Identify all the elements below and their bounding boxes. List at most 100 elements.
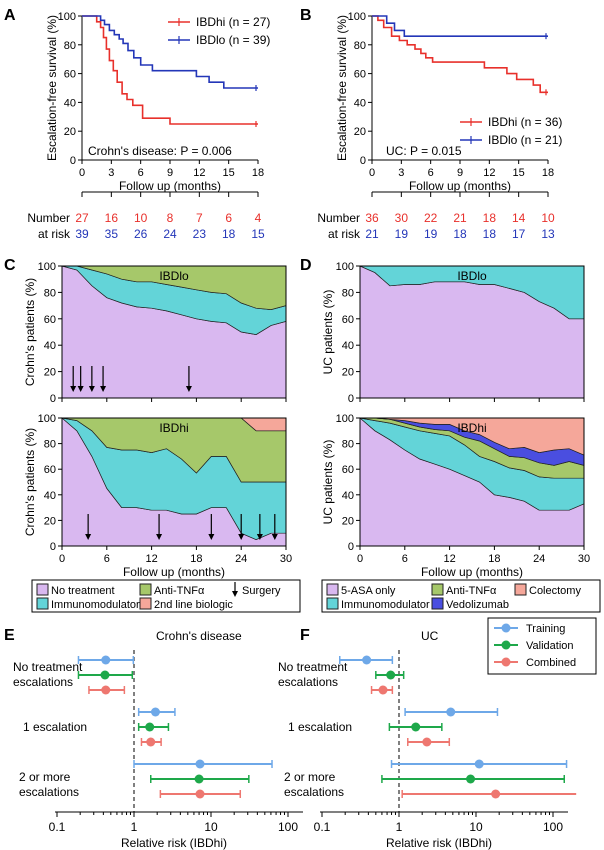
- area-D-ibdhi-y-tick-label: 80: [342, 439, 354, 451]
- area-D-ibdhi-x-tick-label: 0: [357, 553, 363, 565]
- area-C-ibdhi-y-tick-label: 40: [44, 490, 56, 502]
- forest-E-title: Crohn's disease: [156, 629, 242, 643]
- km-A-risk-ibdlo: 39: [75, 227, 89, 241]
- km-A-risk-ibdhi: 10: [134, 211, 148, 225]
- legend-C-swatch-immuno: [36, 597, 49, 610]
- forest-F-title: UC: [421, 629, 439, 643]
- km-A-risk-ibdhi: 4: [255, 211, 262, 225]
- surgery-arrowhead-C-ibdlo: [100, 386, 107, 392]
- area-C-ibdhi-title: IBDhi: [159, 421, 188, 435]
- legend-C-swatch-no-treatment: [36, 583, 49, 596]
- area-C-ibdlo-title: IBDlo: [159, 269, 189, 283]
- forest-F-combined-row1-point: [378, 685, 388, 695]
- forest-F-x-tick-label: 10: [469, 820, 483, 834]
- forest-E-combined-row1-point: [101, 685, 111, 695]
- area-D-ibdhi-x-axis-label: Follow up (months): [421, 565, 523, 579]
- km-B-risk-ibdlo: 21: [365, 227, 379, 241]
- surgery-arrowhead-C-ibdhi: [85, 534, 92, 540]
- panel-label-D: D: [300, 257, 312, 274]
- forest-E-training-row3-point: [195, 759, 205, 769]
- legend-D-vedo: Vedolizumab: [446, 599, 509, 611]
- area-C-ibdhi-y-tick-label: 100: [38, 413, 56, 425]
- forest-F-legend-swatch-dot: [501, 657, 511, 667]
- surgery-arrowhead-C-ibdhi: [208, 534, 215, 540]
- panel-label-F: F: [300, 627, 310, 644]
- forest-E-training-row2-point: [150, 707, 160, 717]
- panel-label-C: C: [4, 257, 16, 274]
- km-B-risk-ibdlo: 18: [483, 227, 497, 241]
- km-B-y-tick-label: 60: [354, 69, 366, 81]
- km-A-risk-ibdlo: 26: [134, 227, 148, 241]
- km-A-legend-label: IBDlo (n = 39): [196, 33, 270, 47]
- forest-E-validation-row1-point: [100, 670, 110, 680]
- km-B-y-axis-label: Escalation-free survival (%): [335, 15, 349, 161]
- km-B-risk-ibdhi: 22: [424, 211, 438, 225]
- surgery-arrowhead-C-ibdlo: [70, 386, 77, 392]
- legend-C-surgery: Surgery: [242, 585, 281, 597]
- legend-D-swatch-colectomy: [514, 583, 527, 596]
- area-D-ibdlo-y-tick-label: 20: [342, 367, 354, 379]
- forest-F-legend-swatch-dot: [501, 640, 511, 650]
- km-B-y-tick-label: 20: [354, 126, 366, 138]
- area-D-ibdhi-y-tick-label: 20: [342, 515, 354, 527]
- forest-F-legend-label: Validation: [526, 640, 574, 652]
- area-D-ibdlo-title: IBDlo: [457, 269, 487, 283]
- forest-F-training-row3-point: [474, 759, 484, 769]
- area-C-ibdlo-y-tick-label: 40: [44, 340, 56, 352]
- area-D-ibdlo-y-tick-label: 0: [348, 393, 354, 405]
- area-C-ibdhi-y-tick-label: 80: [44, 439, 56, 451]
- area-C-ibdhi-x-tick-label: 6: [104, 553, 110, 565]
- area-C-ibdlo-y-axis-label: Crohn's patients (%): [23, 278, 37, 386]
- forest-E-x-tick-label: 10: [204, 820, 218, 834]
- area-D-ibdhi-title: IBDhi: [457, 421, 486, 435]
- area-C-ibdlo-y-tick-label: 0: [50, 393, 56, 405]
- forest-F-row3-label-b: escalations: [284, 785, 344, 799]
- km-A-y-tick-label: 0: [70, 155, 76, 167]
- forest-E-row3-label-a: 2 or more: [19, 770, 71, 784]
- km-B-risk-ibdlo: 17: [512, 227, 526, 241]
- km-A-y-axis-label: Escalation-free survival (%): [45, 15, 59, 161]
- legend-C-no-treatment: No treatment: [51, 585, 115, 597]
- km-A-x-tick-label: 6: [138, 167, 144, 179]
- km-B-curve-ibdlo: [372, 15, 548, 37]
- legend-D-swatch-asa: [326, 583, 339, 596]
- km-B-y-tick-label: 100: [348, 11, 366, 23]
- forest-F-training-row2-point: [446, 707, 456, 717]
- forest-E-combined-row2-point: [146, 737, 156, 747]
- surgery-arrowhead-C-ibdhi: [238, 534, 245, 540]
- area-C-ibdhi-x-tick-label: 24: [235, 553, 247, 565]
- area-C-ibdhi-x-tick-label: 18: [190, 553, 202, 565]
- forest-E-row1-label-b: escalations: [13, 675, 73, 689]
- km-B-risk-ibdlo: 19: [424, 227, 438, 241]
- legend-D-colectomy: Colectomy: [529, 585, 581, 597]
- legend-D-swatch-vedo: [431, 597, 444, 610]
- km-B-risk-ibdlo: 19: [395, 227, 409, 241]
- km-A-risk-ibdlo: 23: [193, 227, 207, 241]
- km-B-risk-ibdhi: 21: [453, 211, 467, 225]
- area-D-ibdlo-y-axis-label: UC patients (%): [321, 290, 335, 375]
- area-D-ibdhi-x-tick-label: 18: [488, 553, 500, 565]
- km-A-x-tick-label: 12: [193, 167, 205, 179]
- forest-F-validation-row2-point: [411, 722, 421, 732]
- forest-E-combined-row3-point: [195, 789, 205, 799]
- km-B-x-tick-label: 0: [369, 167, 375, 179]
- area-D-ibdhi-x-tick-label: 30: [578, 553, 590, 565]
- forest-F-combined-row3-point: [491, 789, 501, 799]
- km-B-x-tick-label: 9: [457, 167, 463, 179]
- area-C-ibdlo-y-tick-label: 100: [38, 261, 56, 273]
- area-D-ibdlo-y-tick-label: 60: [342, 314, 354, 326]
- km-A-y-tick-label: 80: [64, 40, 76, 52]
- km-B-risk-ibdhi: 18: [483, 211, 497, 225]
- surgery-arrowhead-C-ibdlo: [88, 386, 95, 392]
- forest-F-x-tick-label: 100: [543, 820, 563, 834]
- area-C-ibdhi-y-tick-label: 60: [44, 464, 56, 476]
- area-D-ibdlo-y-tick-label: 100: [336, 261, 354, 273]
- km-B-x-tick-label: 12: [483, 167, 495, 179]
- km-A-x-tick-label: 0: [79, 167, 85, 179]
- legend-C-swatch-anti-tnf: [139, 583, 152, 596]
- km-B-y-tick-label: 0: [360, 155, 366, 167]
- forest-E-training-row1-point: [101, 655, 111, 665]
- km-B-risk-ibdhi: 30: [395, 211, 409, 225]
- legend-D-asa: 5-ASA only: [341, 585, 396, 597]
- km-B-risk-ibdlo: 13: [541, 227, 555, 241]
